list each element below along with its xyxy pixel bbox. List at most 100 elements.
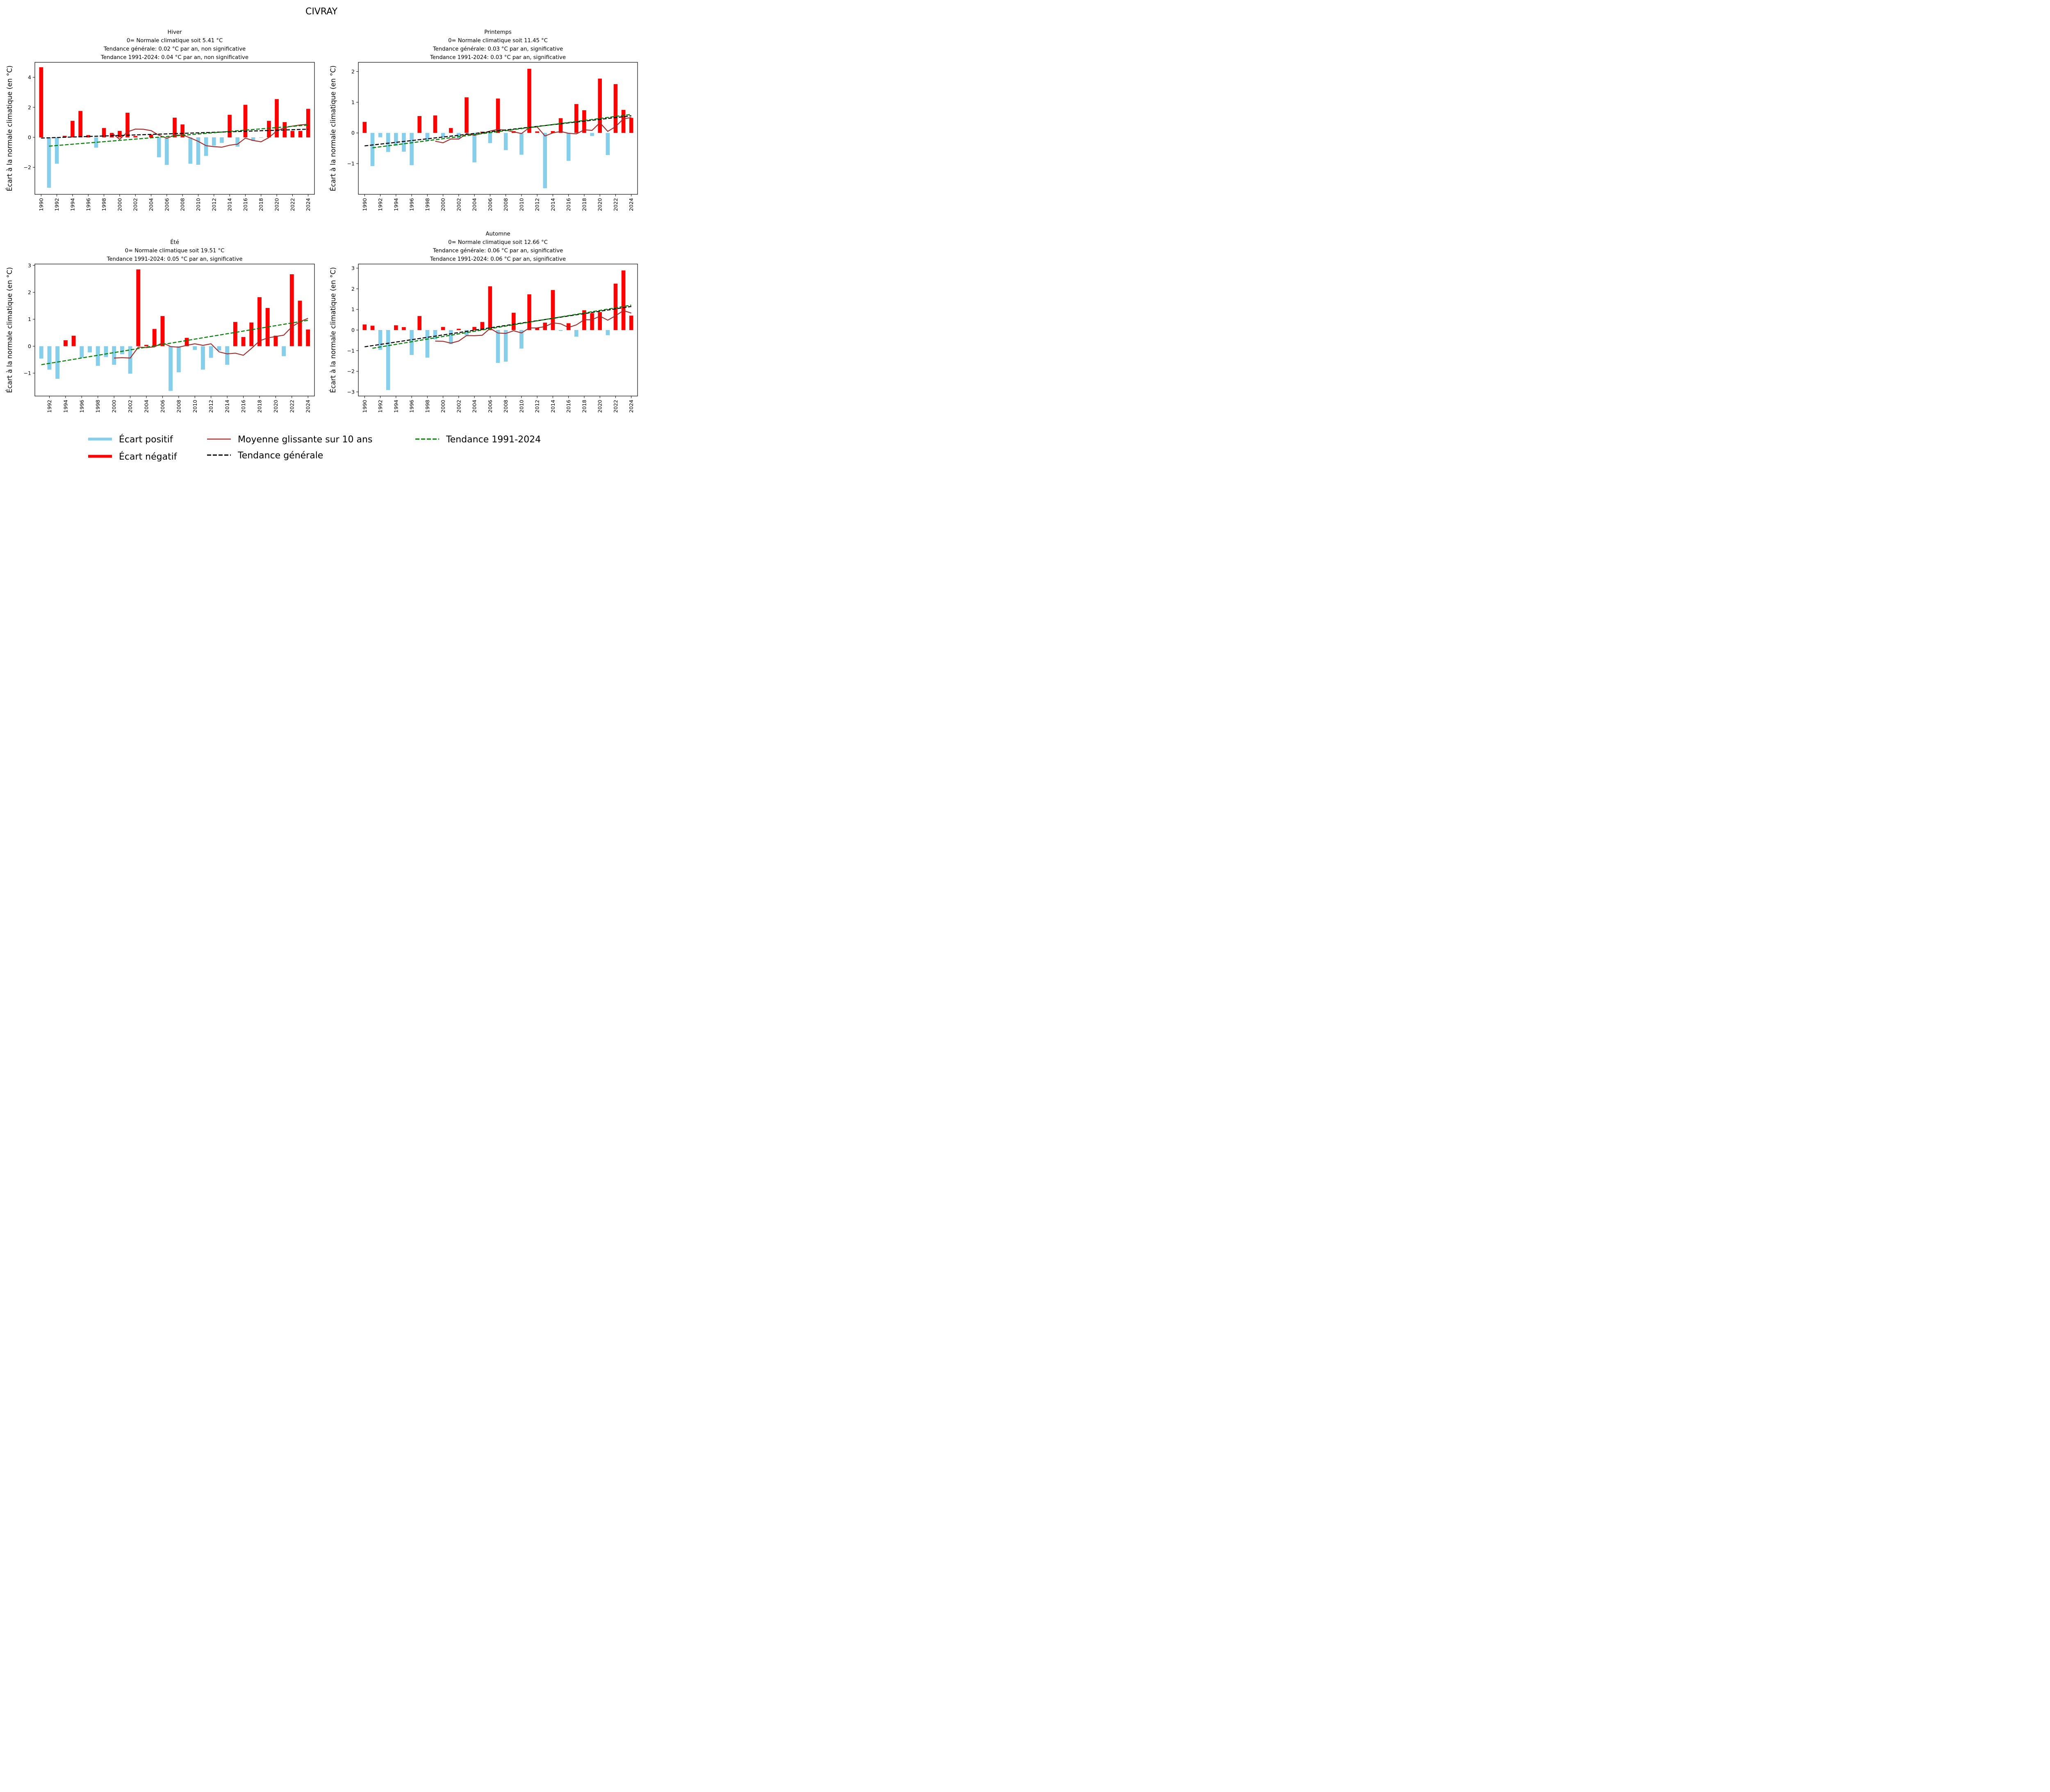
bar-2017 [574,104,579,133]
y-tick-label: 0 [351,130,355,136]
x-tick-label: 2008 [503,400,509,413]
panel-subtitle: Tendance 1991-2024: 0.04 °C par an, non … [100,55,248,61]
panel-subtitle: 0= Normale climatique soit 19.51 °C [125,248,225,254]
panel-title: Automne [486,231,510,237]
x-tick-label: 1994 [393,198,399,211]
bar-2008 [503,133,508,150]
bar-1995 [71,335,76,346]
bar-2019 [590,133,594,136]
x-tick-label: 1992 [377,400,383,413]
bar-2002 [128,346,132,374]
bar-2022 [290,131,295,137]
bar-2012 [535,328,539,330]
moving-average-line [112,124,308,148]
x-tick-label: 2008 [180,198,186,211]
x-tick-label: 1994 [393,400,399,413]
bar-2013 [217,346,221,351]
bar-2010 [196,137,200,165]
x-tick-label: 1994 [62,400,68,413]
x-tick-label: 1998 [101,198,107,211]
plot-frame [34,62,315,195]
bar-1992 [55,137,59,164]
bar-2014 [225,346,230,365]
bar-2004 [144,345,148,346]
bar-1994 [394,133,398,146]
bar-1999 [109,133,114,137]
plot-frame [358,62,638,195]
bar-2022 [613,84,618,133]
y-tick-label: 1 [28,316,31,322]
bar-2024 [306,329,310,346]
panel-automne: Automne 0= Normale climatique soit 12.66 … [329,231,638,413]
recent-trend-line [49,124,308,147]
bar-2014 [551,290,555,330]
bar-2020 [273,335,278,346]
x-tick-label: 2004 [148,198,154,211]
x-tick-label: 2008 [175,400,182,413]
y-axis-label: Écart à la normale climatique (en °C) [329,66,337,191]
y-axis-label: Écart à la normale climatique (en °C) [6,66,14,191]
y-axis-label: Écart à la normale climatique (en °C) [6,267,14,393]
x-tick-label: 2024 [305,400,311,413]
bar-2023 [621,270,626,330]
bar-2011 [204,137,208,156]
bar-1991 [39,346,43,359]
bar-1994 [394,325,398,330]
bar-2016 [243,105,248,137]
x-tick-label: 2020 [597,400,603,413]
bar-1995 [78,111,82,137]
bar-2006 [488,133,492,143]
x-tick-label: 2000 [116,198,123,211]
legend-label: Tendance 1991-2024 [446,435,541,445]
panel-subtitle: Tendance générale: 0.03 °C par an, signi… [433,46,563,52]
x-tick-label: 2014 [227,198,233,211]
legend: Écart positif Écart négatif Moyenne glissa… [88,434,541,462]
y-tick-label: 1 [351,99,355,105]
bar-2021 [282,346,286,356]
x-tick-label: 2006 [159,400,166,413]
general-trend-line [364,306,631,348]
x-tick-label: 2022 [289,400,295,413]
bar-2020 [598,312,602,330]
bar-2000 [118,131,122,137]
legend-item-tr: Tendance 1991-2024 [415,435,541,445]
bar-2008 [176,346,181,373]
panel-subtitle: 0= Normale climatique soit 5.41 °C [127,38,223,44]
legend-label: Moyenne glissante sur 10 ans [238,435,372,445]
panel-title: Été [170,239,179,246]
bar-2015 [558,118,563,133]
bar-1991 [370,133,375,166]
panel-printemps: Printemps 0= Normale climatique soit 11.4… [329,30,638,211]
recent-trend-line [372,305,631,349]
x-tick-label: 2006 [164,198,170,211]
bar-2002 [457,328,461,330]
y-tick-label: −1 [24,370,31,376]
x-tick-label: 2018 [256,400,262,413]
bar-2002 [133,136,138,137]
x-tick-label: 2018 [258,198,264,211]
x-tick-label: 2012 [211,198,217,211]
x-tick-label: 2006 [487,400,493,413]
bar-1996 [80,346,84,358]
bar-1992 [47,346,52,370]
bar-2010 [519,330,524,349]
x-tick-label: 2022 [613,198,619,211]
x-tick-label: 2020 [273,400,279,413]
bar-2007 [496,98,500,133]
x-tick-label: 2002 [456,198,462,211]
bar-2016 [566,133,571,161]
x-tick-label: 2010 [195,198,201,211]
x-tick-label: 1990 [362,400,368,413]
x-tick-label: 2000 [111,400,117,413]
bar-2021 [606,133,610,155]
x-tick-label: 1992 [54,198,60,211]
bar-2018 [257,297,262,346]
x-tick-label: 2010 [518,400,524,413]
bar-1993 [63,136,67,137]
figure-title: CIVRAY [305,7,338,17]
panel-subtitle: 0= Normale climatique soit 12.66 °C [448,239,548,246]
x-tick-label: 2014 [224,400,230,413]
bar-2020 [598,78,602,133]
bar-1994 [71,121,75,137]
bar-2017 [574,330,579,337]
